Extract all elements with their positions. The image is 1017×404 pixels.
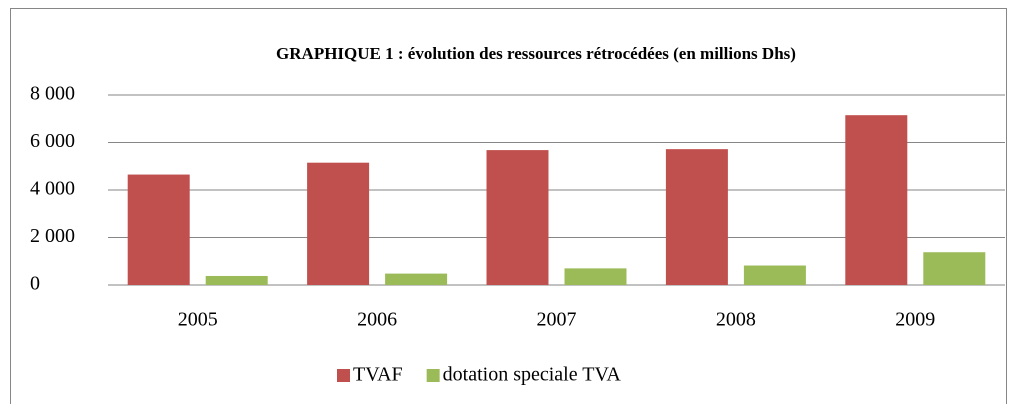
bar (845, 115, 908, 285)
bar (205, 275, 268, 285)
legend-label: dotation speciale TVA (443, 364, 622, 386)
bar (564, 268, 627, 285)
x-tick-label: 2006 (357, 309, 397, 331)
x-tick-label: 2009 (895, 309, 935, 331)
y-tick-label: 4 000 (30, 178, 75, 200)
y-tick-label: 6 000 (30, 130, 75, 152)
bar (743, 265, 806, 285)
bar (923, 252, 986, 285)
y-tick-label: 8 000 (30, 83, 75, 105)
legend-label: TVAF (353, 364, 403, 386)
y-tick-label: 2 000 (30, 225, 75, 247)
x-tick-label: 2008 (716, 309, 756, 331)
bar (665, 149, 728, 285)
x-tick-label: 2005 (178, 309, 218, 331)
legend-swatch (426, 369, 440, 382)
y-tick-label: 0 (30, 273, 40, 295)
bar (127, 174, 190, 285)
x-tick-label: 2007 (537, 309, 577, 331)
bar (307, 162, 370, 285)
bar (385, 273, 448, 285)
bar (486, 150, 549, 285)
chart-title: GRAPHIQUE 1 : évolution des ressources r… (276, 44, 796, 63)
legend-swatch (337, 369, 350, 382)
